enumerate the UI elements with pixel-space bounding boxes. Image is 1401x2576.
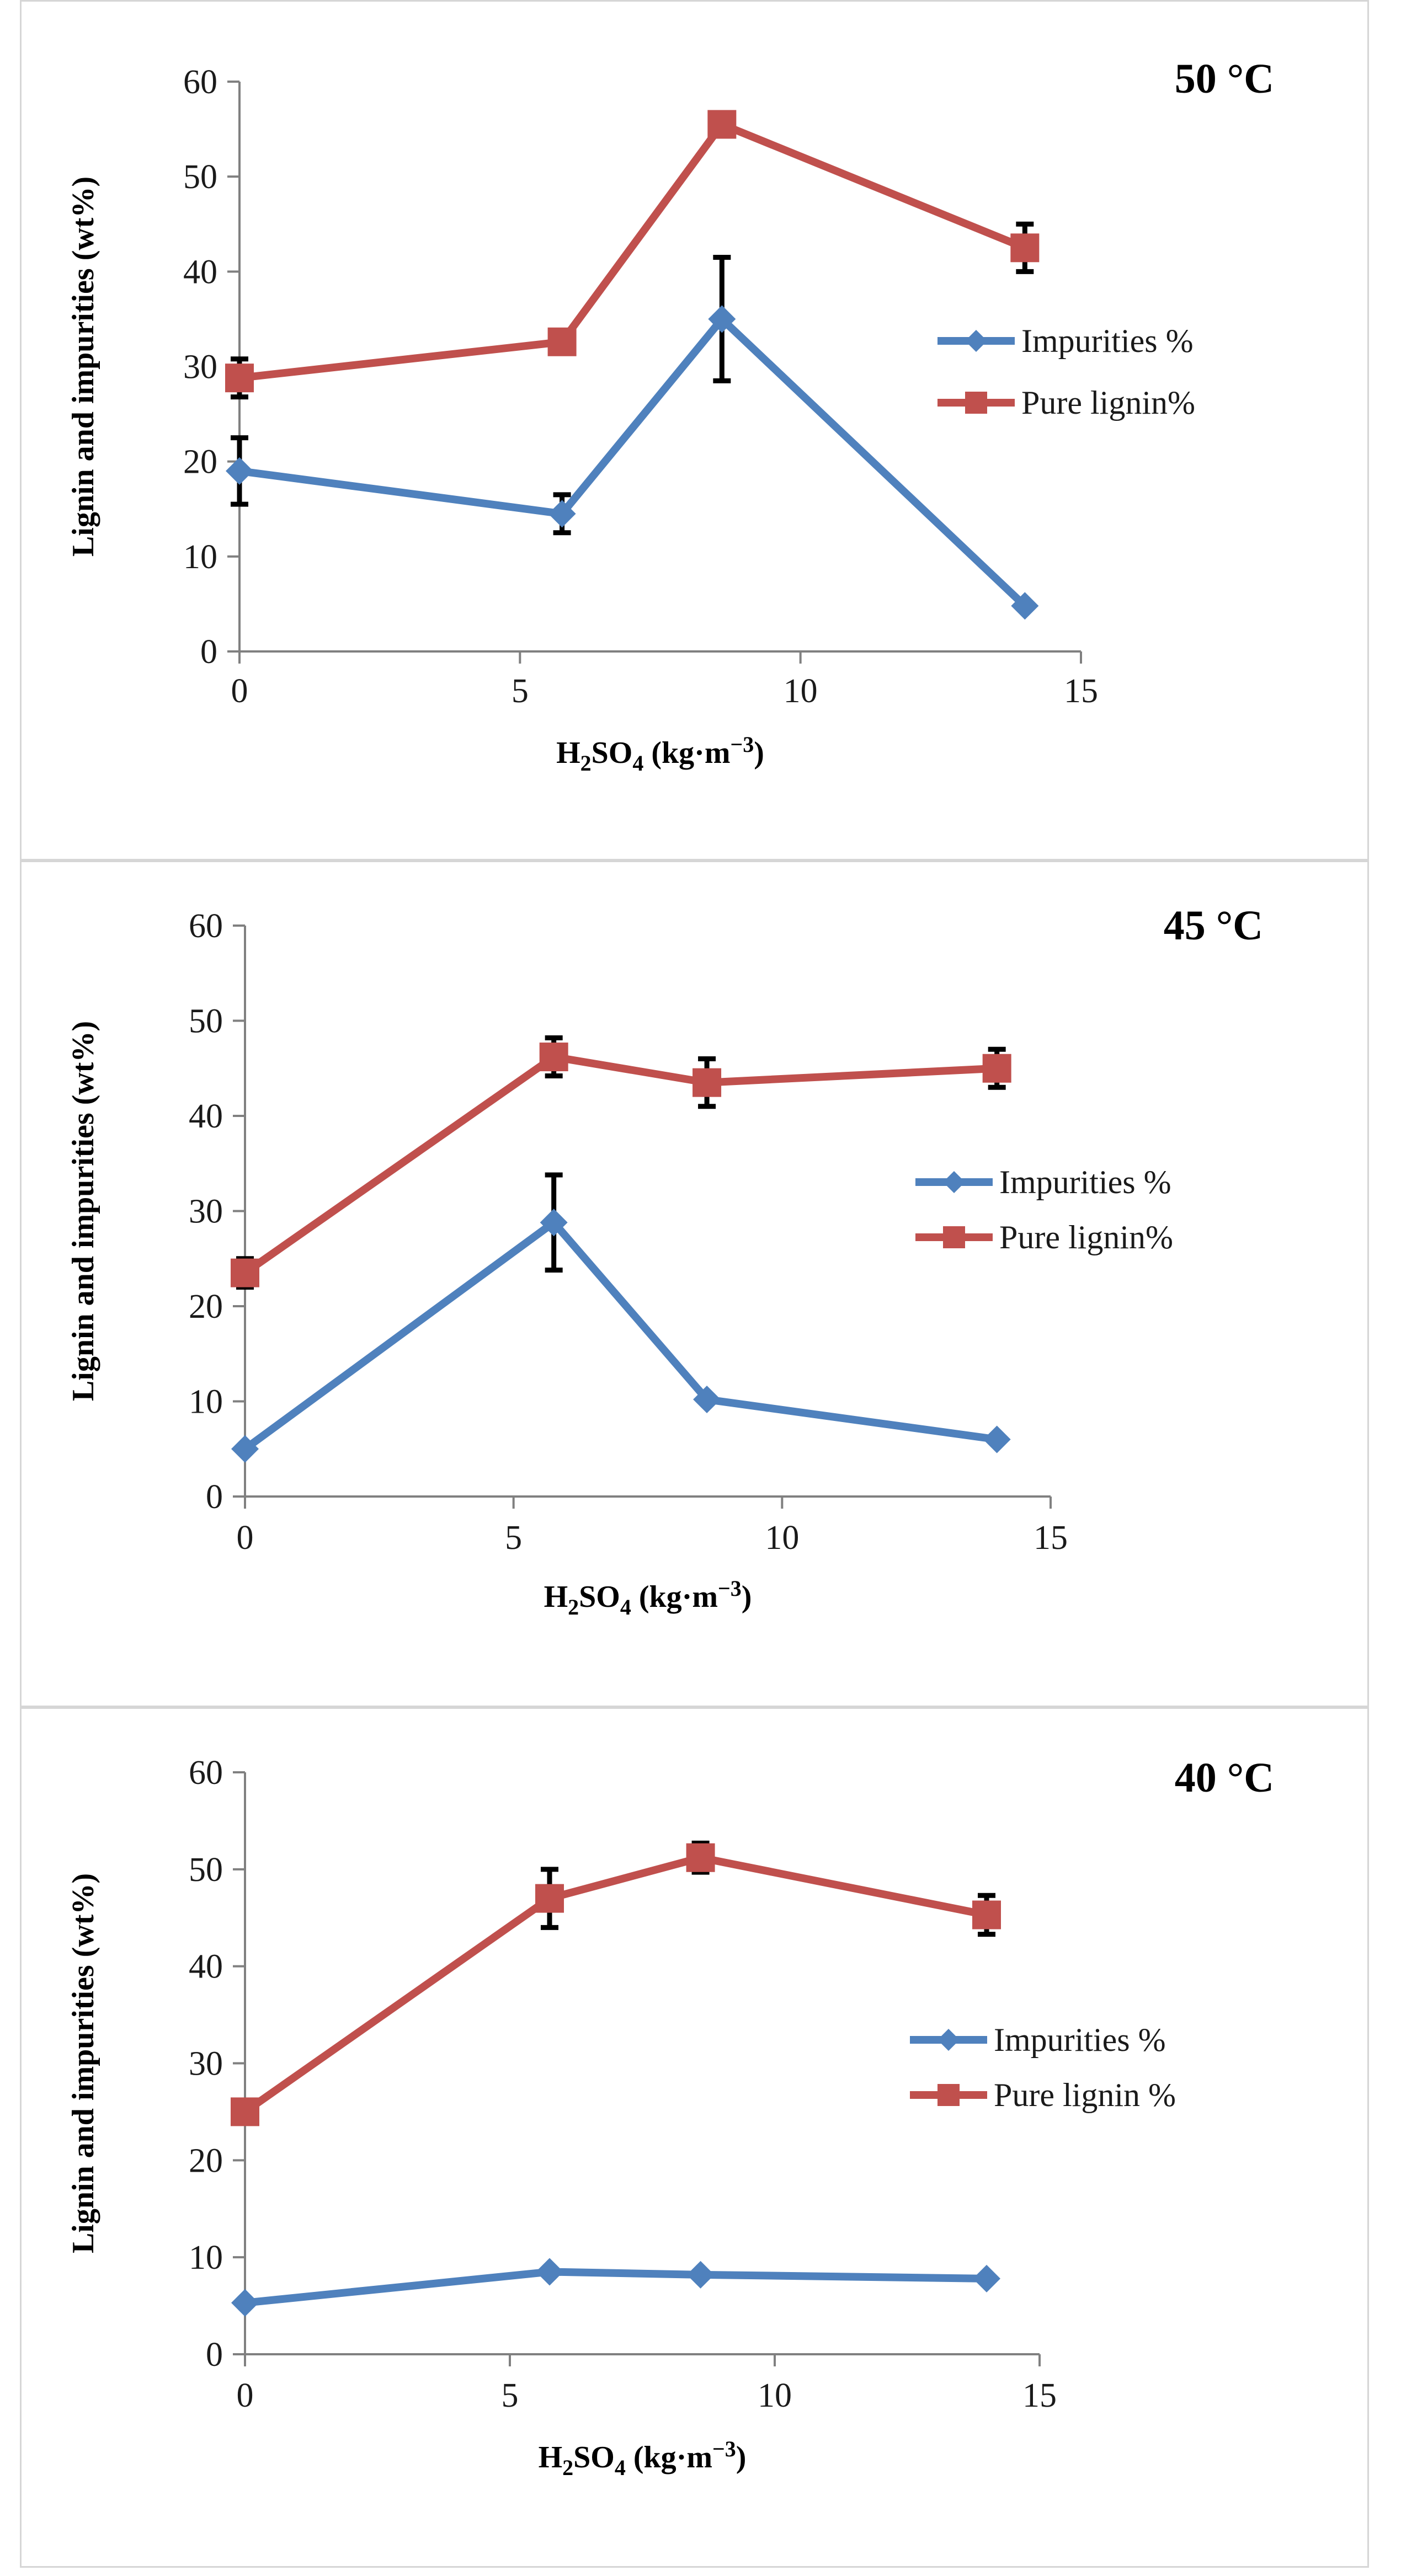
y-tick-label: 10 <box>189 2239 223 2276</box>
data-point-impurities <box>548 500 576 528</box>
legend-item-impurities: Impurities % <box>910 2022 1166 2058</box>
legend-item-pure-lignin: Pure lignin % <box>910 2077 1176 2113</box>
data-point-impurities <box>708 305 736 333</box>
legend-item-impurities: Impurities % <box>937 323 1194 359</box>
legend-marker <box>965 330 987 352</box>
chart-panel-40c: 0 10 20 30 40 50 60 0 5 10 15 Lignin and impurities… <box>20 1707 1369 2568</box>
x-tick-label: 5 <box>512 672 529 710</box>
y-tick-label: 60 <box>183 63 217 101</box>
legend-item-impurities: Impurities % <box>915 1164 1171 1200</box>
series-line-impurities <box>242 1218 998 1452</box>
legend-item-pure-lignin: Pure lignin% <box>915 1219 1173 1255</box>
y-tick-label: 50 <box>183 158 217 196</box>
x-tick-label: 0 <box>237 1519 254 1557</box>
x-axis-label: H2SO4 (kg·m−3) <box>539 2436 747 2480</box>
data-point-pure-lignin <box>231 2097 259 2126</box>
x-tick-label: 10 <box>765 1519 799 1557</box>
legend-marker <box>937 2084 960 2106</box>
data-point-pure-lignin <box>547 327 577 356</box>
line-chart-45c: 0 10 20 30 40 50 60 0 5 10 15 Lignin and impurities… <box>66 902 1263 1620</box>
x-axis-label: H2SO4 (kg·m−3) <box>556 732 764 776</box>
y-axis-label: Lignin and impurities (wt%) <box>66 1021 100 1401</box>
temperature-title: 40 °C <box>1175 1755 1274 1801</box>
legend-label: Impurities % <box>1021 323 1194 359</box>
legend-marker <box>943 1171 965 1193</box>
data-point-pure-lignin <box>535 1884 564 1913</box>
y-tick-label: 10 <box>189 1383 223 1421</box>
data-point-impurities <box>686 2260 715 2289</box>
y-tick-label: 30 <box>189 1193 223 1231</box>
y-tick-label: 40 <box>189 1948 223 1986</box>
series-line-impurities <box>244 2268 987 2307</box>
data-point-impurities <box>540 1209 568 1237</box>
y-tick-label: 40 <box>183 253 217 291</box>
data-point-pure-lignin <box>692 1068 722 1097</box>
data-point-pure-lignin <box>707 110 737 139</box>
y-tick-label: 60 <box>189 907 223 945</box>
legend-label: Impurities % <box>999 1164 1171 1200</box>
chart-panel-45c: 0 10 20 30 40 50 60 0 5 10 15 Lignin and impurities… <box>20 861 1369 1707</box>
temperature-title: 45 °C <box>1164 902 1263 949</box>
line-chart-40c: 0 10 20 30 40 50 60 0 5 10 15 Lignin and impurities… <box>66 1754 1274 2480</box>
y-tick-label: 30 <box>183 349 217 386</box>
line-chart-50c: 0 10 20 30 40 50 60 0 5 10 15 Lignin and impurities… <box>66 56 1274 776</box>
y-tick-label: 50 <box>189 1851 223 1889</box>
x-tick-label: 5 <box>505 1519 522 1557</box>
data-point-pure-lignin <box>686 1843 715 1872</box>
chart-panel-50c: 0 10 20 30 40 50 60 0 5 10 15 Lignin and impurities… <box>20 0 1369 861</box>
y-tick-label: 0 <box>200 633 217 671</box>
y-tick-label: 0 <box>206 1478 223 1516</box>
data-point-impurities <box>693 1386 721 1414</box>
series-line-pure-lignin <box>242 1053 998 1276</box>
legend-marker <box>937 2029 960 2051</box>
legend-marker <box>943 1226 965 1248</box>
y-tick-label: 0 <box>206 2336 223 2374</box>
legend-label: Pure lignin% <box>1021 384 1195 421</box>
data-point-impurities <box>226 457 253 485</box>
legend-item-pure-lignin: Pure lignin% <box>937 384 1195 421</box>
data-point-pure-lignin <box>231 1258 259 1287</box>
series-line-pure-lignin <box>239 120 1026 382</box>
data-point-pure-lignin <box>539 1043 568 1072</box>
y-axis-label: Lignin and impurities (wt%) <box>66 177 100 557</box>
x-tick-label: 0 <box>237 2377 254 2414</box>
series-line-pure-lignin <box>242 1853 988 2115</box>
legend-label: Pure lignin% <box>999 1219 1173 1255</box>
data-point-impurities <box>231 2289 259 2317</box>
x-tick-label: 10 <box>784 672 818 710</box>
data-point-impurities <box>536 2258 563 2286</box>
data-point-pure-lignin <box>982 1054 1011 1083</box>
data-point-impurities <box>983 1425 1011 1453</box>
legend-label: Impurities % <box>994 2022 1166 2058</box>
data-point-impurities <box>973 2264 1000 2292</box>
x-axis-label: H2SO4 (kg·m−3) <box>544 1576 752 1620</box>
x-tick-label: 0 <box>231 672 248 710</box>
temperature-title: 50 °C <box>1175 56 1274 102</box>
data-point-pure-lignin <box>225 364 254 393</box>
y-tick-label: 10 <box>183 538 217 576</box>
x-tick-label: 15 <box>1022 2377 1057 2414</box>
y-tick-label: 40 <box>189 1098 223 1135</box>
series-line-impurities <box>239 315 1028 609</box>
y-tick-label: 20 <box>189 2142 223 2179</box>
legend-marker <box>965 392 987 414</box>
data-point-pure-lignin <box>1010 233 1040 263</box>
y-tick-label: 20 <box>189 1288 223 1326</box>
y-tick-label: 20 <box>183 443 217 481</box>
y-axis-label: Lignin and impurities (wt%) <box>66 1873 100 2253</box>
y-tick-label: 60 <box>189 1754 223 1792</box>
data-point-impurities <box>1011 592 1039 620</box>
data-point-pure-lignin <box>972 1900 1001 1930</box>
legend-label: Pure lignin % <box>994 2077 1176 2113</box>
x-tick-label: 5 <box>502 2377 519 2414</box>
x-tick-label: 10 <box>758 2377 792 2414</box>
y-tick-label: 30 <box>189 2045 223 2083</box>
data-point-impurities <box>231 1435 259 1463</box>
x-tick-label: 15 <box>1064 672 1098 710</box>
y-tick-label: 50 <box>189 1003 223 1040</box>
x-tick-label: 15 <box>1034 1519 1068 1557</box>
